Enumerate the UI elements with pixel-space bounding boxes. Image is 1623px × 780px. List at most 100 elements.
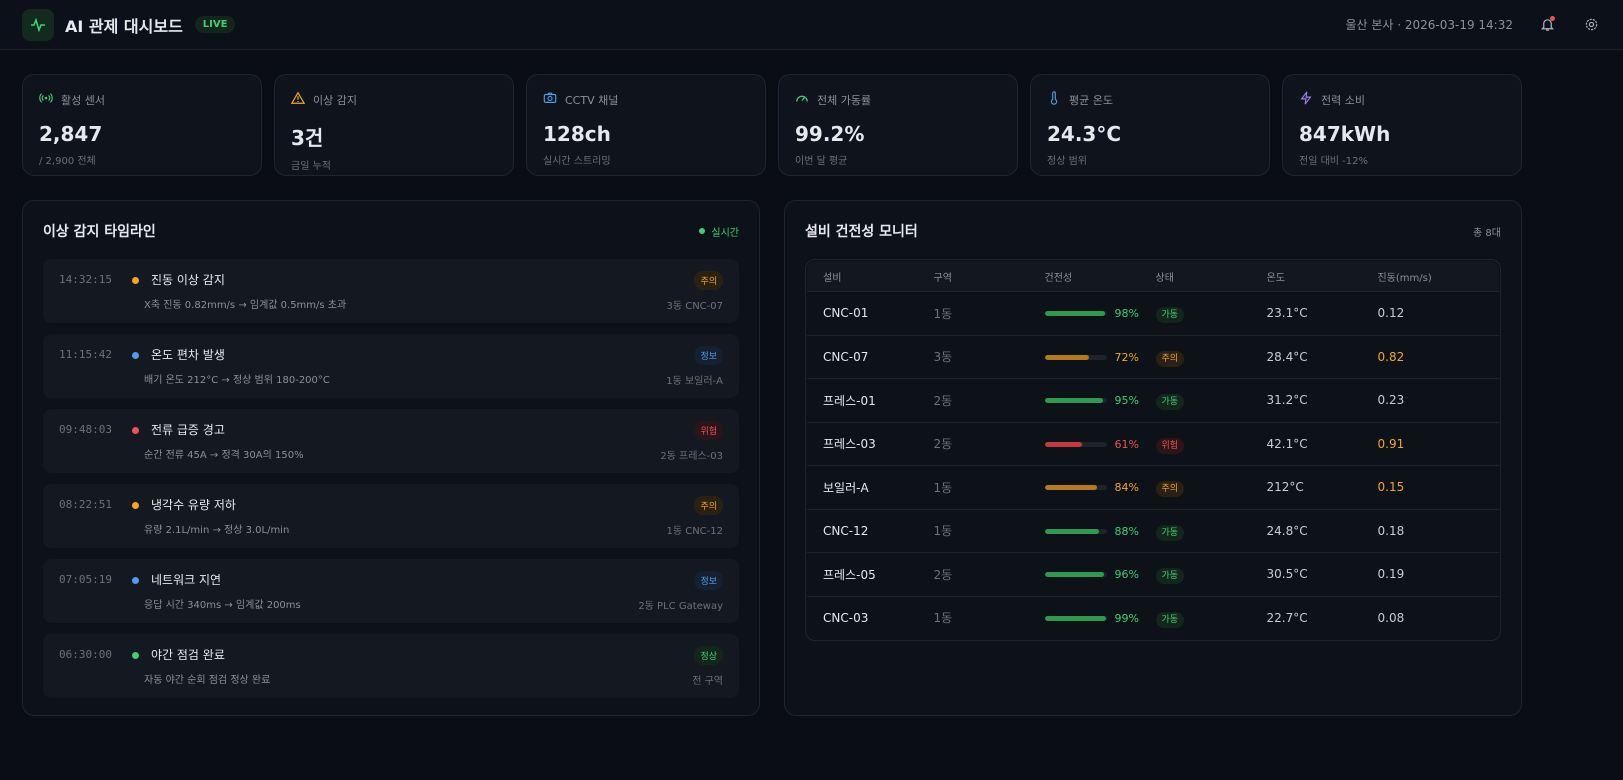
timeline-panel: 이상 감지 타임라인 실시간 14:32:15 진동 이상 감지 X축 진동 0.8… — [22, 200, 760, 716]
table-row[interactable]: 보일러-A 1동 84% 주의 212°C 0.15 — [807, 465, 1499, 510]
event-badge: 위험 — [694, 421, 723, 440]
equipment-temp: 23.1°C — [1250, 291, 1362, 336]
table-row[interactable]: 프레스-03 2동 61% 위험 42.1°C 0.91 — [807, 422, 1499, 466]
realtime-label: 실시간 — [711, 227, 739, 239]
event-time: 06:30:00 — [59, 648, 112, 661]
bolt-icon — [1299, 91, 1313, 108]
health-bar — [1044, 615, 1107, 621]
settings-button[interactable] — [1581, 15, 1601, 35]
equipment-zone: 1동 — [917, 291, 1029, 336]
equipment-temp: 212°C — [1250, 465, 1362, 510]
event-dot — [132, 427, 139, 434]
table-row[interactable]: CNC-07 3동 72% 주의 28.4°C 0.82 — [807, 335, 1499, 379]
equipment-zone: 3동 — [917, 335, 1029, 379]
status-badge: 위험 — [1155, 437, 1185, 454]
stat-card: 평균 온도 24.3°C 정상 범위 — [1030, 74, 1270, 176]
warning-icon — [290, 91, 306, 108]
event-desc: 순간 전류 45A → 정격 30A의 150% — [144, 450, 304, 461]
stat-value: 99.2% — [795, 122, 865, 146]
column-header: 설비 — [807, 261, 918, 292]
equipment-temp: 42.1°C — [1250, 422, 1362, 466]
status-cell: 주의 — [1139, 465, 1251, 510]
event-time: 08:22:51 — [59, 498, 112, 511]
timeline-event[interactable]: 11:15:42 온도 편차 발생 배기 온도 212°C → 정상 범위 180-… — [43, 334, 739, 398]
notification-dot — [1550, 15, 1555, 21]
event-location: 2동 프레스-03 — [660, 451, 723, 462]
status-cell: 가동 — [1139, 509, 1251, 553]
status-cell: 위험 — [1139, 422, 1251, 466]
health-cell: 95% — [1028, 378, 1140, 423]
event-location: 1동 CNC-12 — [666, 526, 723, 537]
health-cell: 96% — [1028, 552, 1140, 597]
event-title: 네트워크 지연 — [151, 573, 222, 587]
event-desc: X축 진동 0.82mm/s → 임계값 0.5mm/s 초과 — [144, 300, 347, 311]
header: AI 관제 대시보드 LIVE 울산 본사 · 2026-03-19 14:32 — [0, 0, 1623, 50]
equipment-temp: 31.2°C — [1250, 378, 1362, 423]
equipment-zone: 2동 — [917, 552, 1029, 597]
equipment-vibration: 0.23 — [1361, 378, 1499, 423]
stat-sub: / 2,900 전체 — [39, 156, 96, 167]
equipment-vibration: 0.12 — [1361, 291, 1499, 336]
stat-sub: 전일 대비 -12% — [1299, 156, 1368, 167]
health-cell: 98% — [1028, 291, 1140, 336]
event-dot — [132, 277, 139, 284]
event-location: 전 구역 — [692, 676, 723, 687]
live-badge: LIVE — [194, 16, 236, 33]
column-header: 구역 — [917, 261, 1029, 292]
timeline-event[interactable]: 07:05:19 네트워크 지연 응답 시간 340ms → 임계값 200ms 정보… — [43, 559, 739, 623]
equipment-zone: 1동 — [933, 611, 953, 626]
event-desc: 배기 온도 212°C → 정상 범위 180-200°C — [144, 375, 330, 386]
event-dot — [132, 652, 139, 659]
equipment-zone: 1동 — [917, 465, 1029, 510]
equipment-name: CNC-07 — [807, 335, 918, 379]
event-badge: 정상 — [694, 646, 723, 665]
equipment-title: 설비 건전성 모니터 — [805, 224, 918, 240]
event-location: 2동 PLC Gateway — [638, 601, 723, 612]
stat-card: 이상 감지 3건 금일 누적 — [274, 74, 514, 176]
stat-value: 24.3°C — [1047, 122, 1122, 146]
timeline-event[interactable]: 14:32:15 진동 이상 감지 X축 진동 0.82mm/s → 임계값 0.5… — [43, 259, 739, 323]
table-row[interactable]: 프레스-01 2동 95% 가동 31.2°C 0.23 — [807, 378, 1499, 423]
stat-sub: 정상 범위 — [1047, 156, 1087, 167]
timeline-event[interactable]: 09:48:03 전류 급증 경고 순간 전류 45A → 정격 30A의 150%… — [43, 409, 739, 473]
timeline-title: 이상 감지 타임라인 — [43, 224, 156, 240]
equipment-name: 보일러-A — [807, 465, 918, 510]
table-row[interactable]: CNC-01 1동 98% 가동 23.1°C 0.12 — [807, 291, 1499, 336]
health-percent: 96% — [1114, 568, 1139, 582]
gauge-icon — [795, 91, 809, 108]
health-bar — [1044, 485, 1107, 491]
signal-icon — [39, 91, 53, 108]
health-percent: 98% — [1114, 307, 1139, 321]
timeline-event[interactable]: 08:22:51 냉각수 유량 저하 유량 2.1L/min → 정상 3.0L/m… — [43, 484, 739, 548]
equipment-vibration: 0.19 — [1361, 552, 1499, 597]
camera-icon — [543, 91, 557, 108]
event-badge: 주의 — [694, 496, 723, 515]
column-header: 상태 — [1139, 261, 1251, 292]
event-time: 09:48:03 — [59, 423, 112, 436]
status-cell: 가동 — [1139, 552, 1251, 597]
pulse-logo-icon — [22, 8, 54, 41]
health-cell: 99% — [1029, 596, 1140, 639]
column-header: 온도 — [1250, 261, 1362, 292]
health-percent: 99% — [1114, 611, 1139, 625]
timeline-event[interactable]: 06:30:00 야간 점검 완료 자동 야간 순회 점검 정상 완료 정상 전 구역 — [43, 634, 739, 698]
location-datetime: 울산 본사 · 2026-03-19 14:32 — [1345, 18, 1513, 32]
equipment-temp: 30.5°C — [1250, 552, 1362, 597]
notification-button[interactable] — [1537, 15, 1557, 35]
table-row[interactable]: CNC-12 1동 88% 가동 24.8°C 0.18 — [807, 509, 1499, 553]
health-bar — [1044, 441, 1107, 447]
stat-label: 이상 감지 — [313, 93, 357, 107]
table-row[interactable]: 프레스-05 2동 96% 가동 30.5°C 0.19 — [807, 552, 1499, 597]
table-row[interactable]: CNC-03 1동 99% 가동 22.7°C 0.08 — [807, 596, 1499, 639]
status-badge: 가동 — [1155, 394, 1185, 411]
event-title: 냉각수 유량 저하 — [151, 498, 236, 512]
stat-label: CCTV 채널 — [565, 93, 619, 107]
equipment-panel: 설비 건전성 모니터 총 8대 설비 구역 건전성 상태 온도 진동(mm/s) CNC-0… — [784, 200, 1522, 716]
health-cell: 88% — [1028, 509, 1140, 553]
realtime-dot — [699, 228, 706, 234]
equipment-name: CNC-12 — [807, 509, 918, 553]
status-badge: 가동 — [1155, 611, 1185, 628]
column-header: 진동(mm/s) — [1361, 261, 1499, 292]
stat-card: 활성 센서 2,847 / 2,900 전체 — [22, 74, 262, 176]
event-time: 11:15:42 — [59, 348, 112, 361]
